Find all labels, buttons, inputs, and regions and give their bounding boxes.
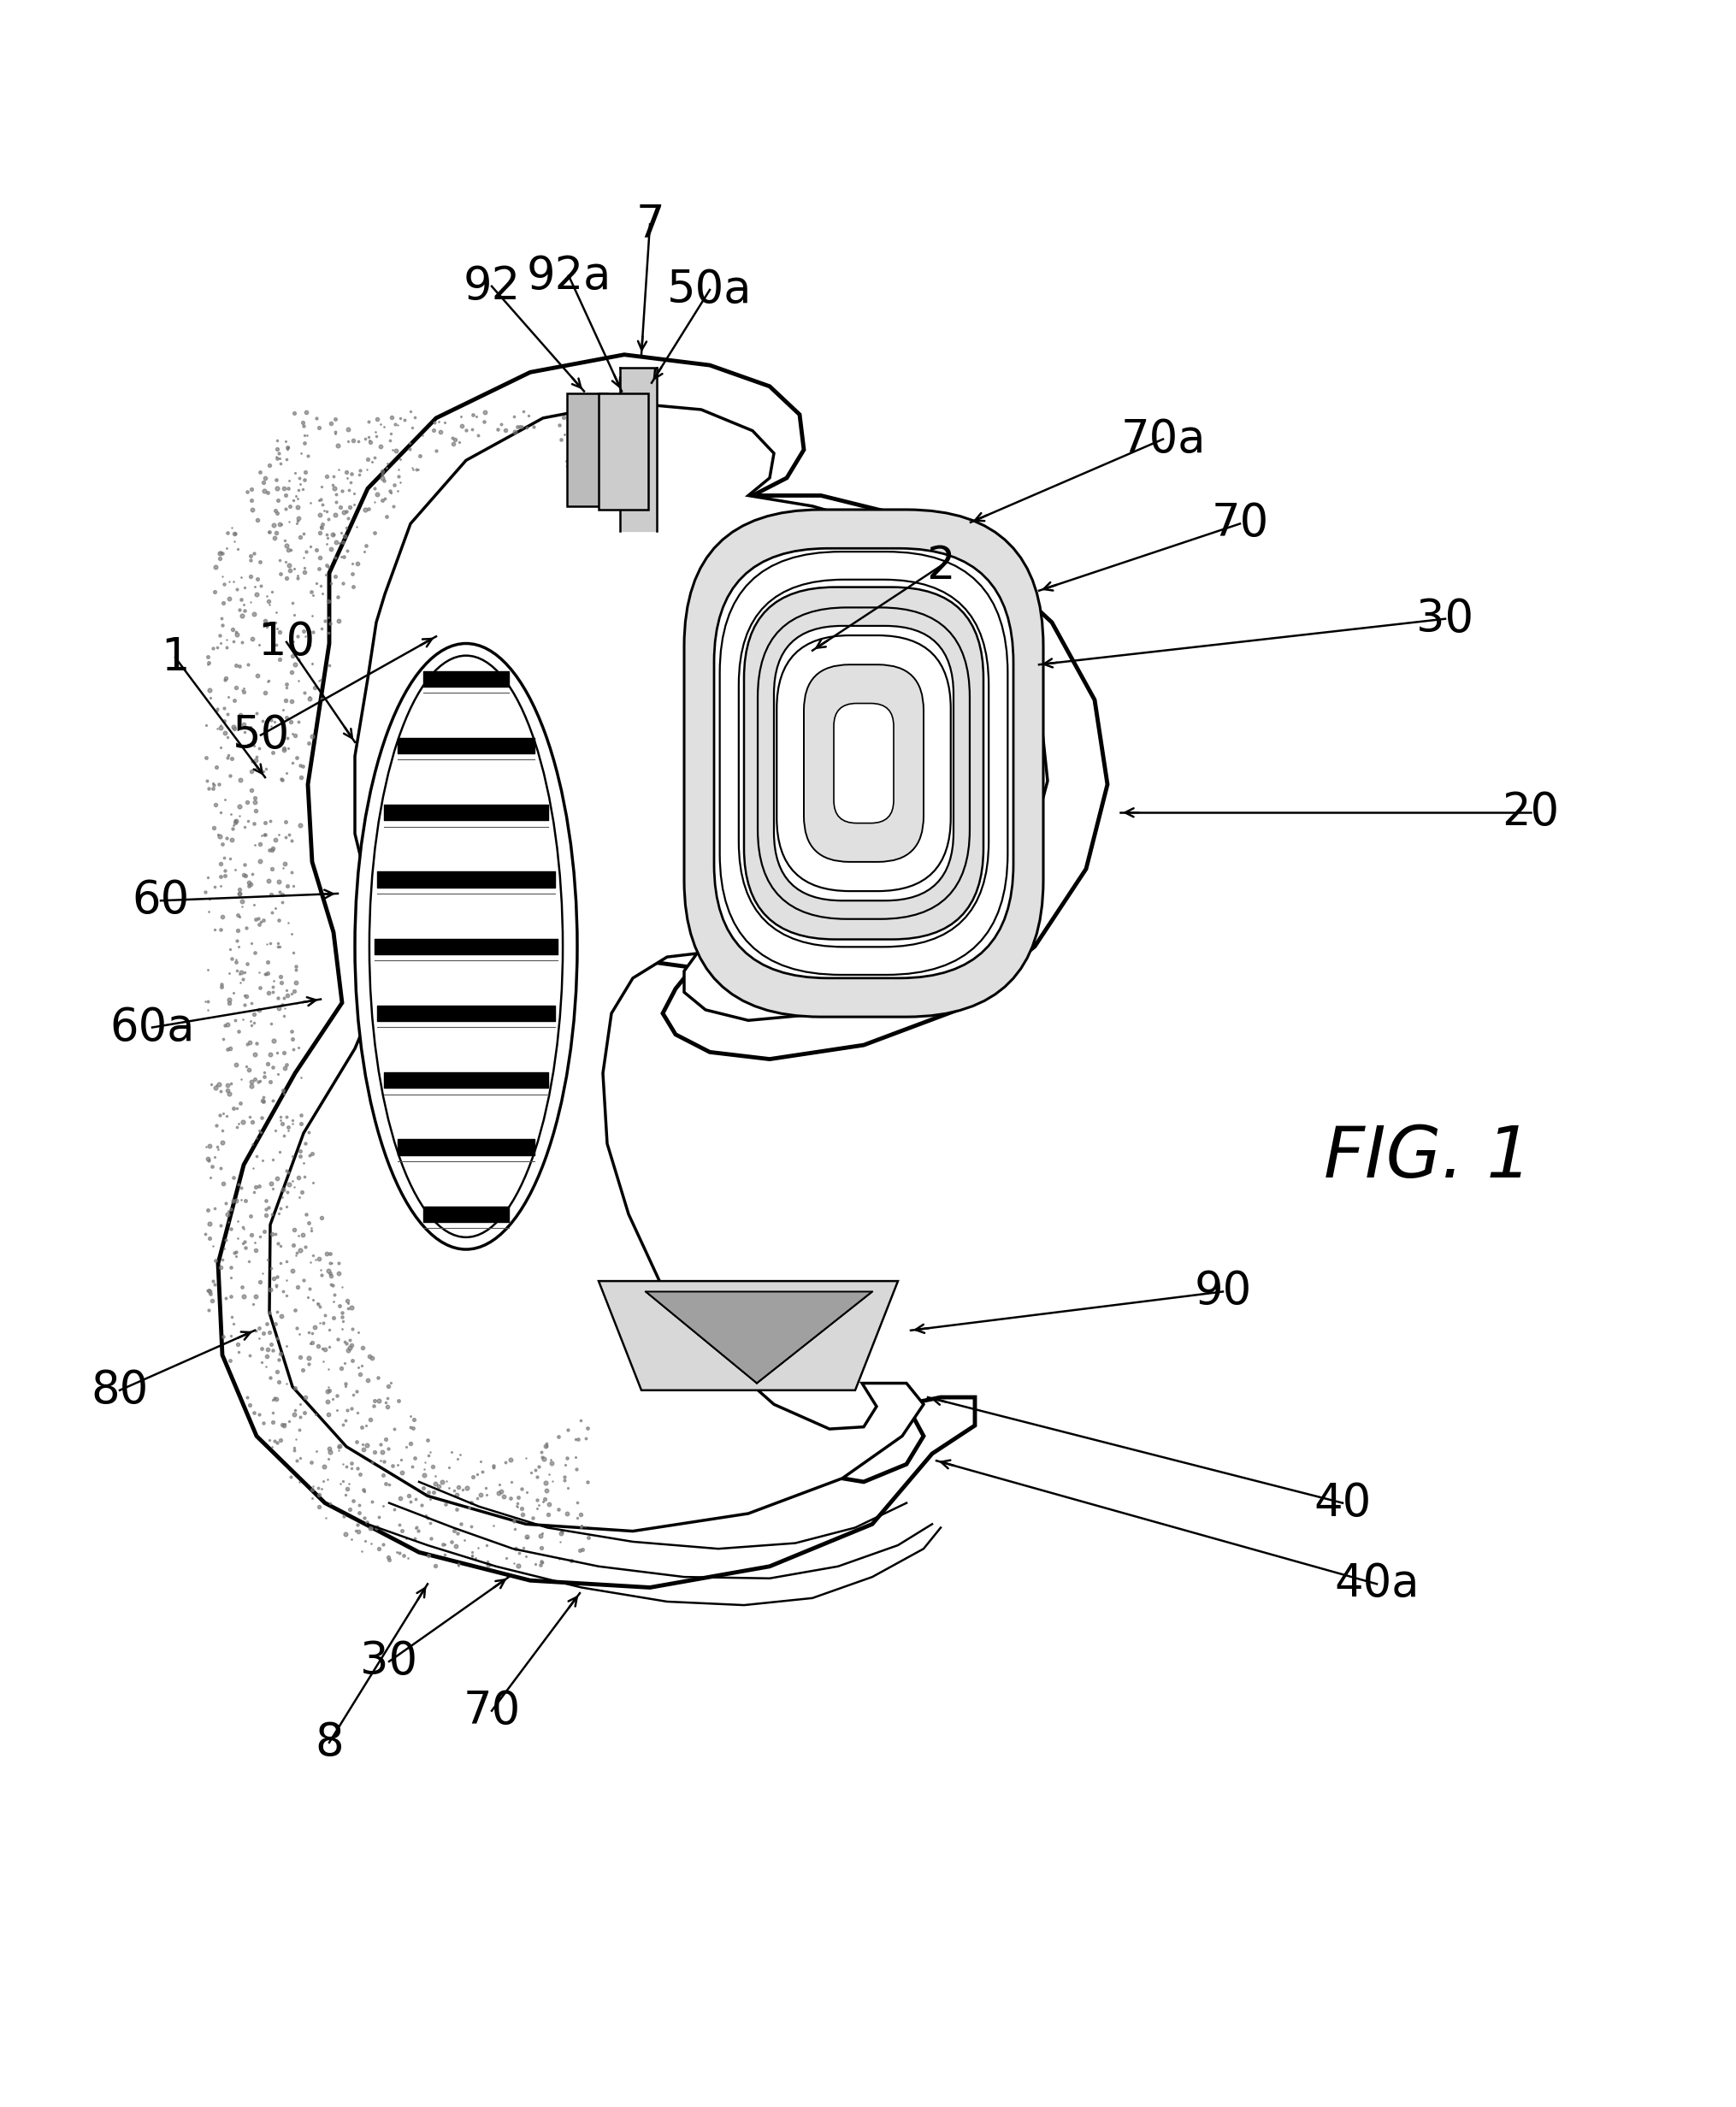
Text: 90: 90 (1194, 1268, 1252, 1315)
Text: 30: 30 (1417, 596, 1474, 641)
Text: 2: 2 (927, 544, 955, 588)
Text: 40a: 40a (1335, 1561, 1420, 1606)
Text: 40: 40 (1314, 1481, 1371, 1525)
Polygon shape (646, 1292, 871, 1382)
Text: 30: 30 (361, 1639, 418, 1683)
FancyBboxPatch shape (684, 510, 1043, 1018)
Text: 8: 8 (314, 1719, 344, 1766)
Text: FIG. 1: FIG. 1 (1325, 1123, 1533, 1193)
Polygon shape (269, 402, 1047, 1532)
Text: 7: 7 (635, 202, 665, 247)
FancyBboxPatch shape (774, 626, 953, 900)
Text: 60a: 60a (109, 1005, 194, 1049)
FancyBboxPatch shape (804, 664, 924, 862)
FancyBboxPatch shape (713, 548, 1014, 978)
Text: 10: 10 (257, 619, 316, 664)
Text: 1: 1 (161, 636, 189, 681)
FancyBboxPatch shape (833, 704, 894, 824)
Ellipse shape (354, 643, 578, 1249)
Text: 70a: 70a (1120, 417, 1205, 461)
FancyBboxPatch shape (745, 588, 984, 940)
Text: 80: 80 (90, 1367, 149, 1412)
Text: 20: 20 (1502, 790, 1559, 834)
Text: 50: 50 (233, 712, 290, 756)
Ellipse shape (370, 655, 562, 1237)
Text: 92: 92 (464, 263, 521, 308)
Text: 70: 70 (1212, 501, 1269, 546)
Polygon shape (599, 394, 648, 510)
Text: 60: 60 (132, 879, 189, 923)
Polygon shape (599, 1281, 898, 1391)
Polygon shape (568, 394, 608, 506)
Text: 50a: 50a (667, 268, 752, 312)
Text: 70: 70 (464, 1688, 521, 1734)
Text: 92a: 92a (526, 253, 611, 297)
Polygon shape (219, 354, 1108, 1587)
